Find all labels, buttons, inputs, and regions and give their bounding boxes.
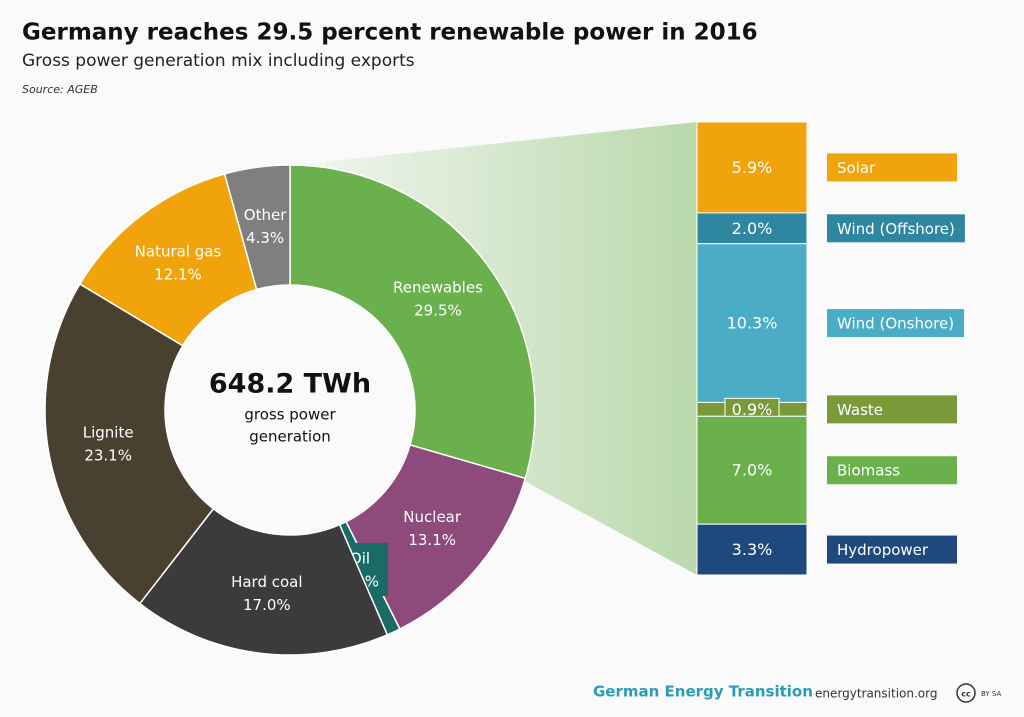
footer-brand: German Energy Transition — [593, 683, 813, 701]
slice-value-label: 17.0% — [243, 596, 291, 614]
slice-label: Hard coal — [231, 573, 302, 591]
legend-swatch — [827, 535, 957, 564]
bar-segment — [696, 243, 808, 403]
segment-value-label: 10.3% — [727, 314, 778, 333]
legend-label: Hydropower — [837, 541, 929, 559]
segment-value-label: 5.9% — [732, 158, 773, 177]
chart-title: Germany reaches 29.5 percent renewable p… — [22, 20, 758, 46]
bar-segment — [696, 523, 808, 576]
legend-swatch — [827, 456, 957, 485]
stacked-bar: 5.9% Solar 2.0% Wind (Offshore) 10.3% Wind (O… — [696, 121, 965, 576]
cc-icon-text: cc — [961, 690, 971, 699]
legend-swatch — [827, 309, 965, 338]
slice-label: Nuclear — [403, 508, 462, 526]
cc-icon — [956, 683, 976, 703]
donut-slice — [138, 507, 389, 656]
center-total: 648.2 TWh — [209, 369, 371, 400]
segment-value-label: 7.0% — [732, 461, 773, 480]
slice-value-label: 23.1% — [84, 447, 132, 465]
slice-value-label: 4.3% — [246, 229, 284, 247]
slice-label: Other — [244, 206, 287, 224]
legend-label: Waste — [837, 401, 883, 419]
slice-value-label: 29.5% — [414, 301, 462, 319]
legend-swatch — [827, 395, 957, 424]
slice-label: Natural gas — [135, 242, 222, 260]
legend-swatch — [827, 153, 957, 182]
chart-subtitle: Gross power generation mix including exp… — [22, 51, 415, 71]
donut-slice — [223, 164, 291, 291]
footer-url: energytransition.org — [815, 687, 937, 701]
license: BY SA — [981, 690, 1001, 698]
center-label: generation — [249, 428, 331, 446]
bar-segment — [696, 212, 808, 245]
donut-slice — [289, 164, 536, 480]
slice-value-label: 13.1% — [408, 531, 456, 549]
legend-label: Biomass — [837, 462, 900, 480]
bar-segment — [696, 415, 808, 525]
bar-segment — [696, 121, 808, 214]
slice-label: Lignite — [83, 424, 134, 442]
slice-label: Renewables — [393, 278, 483, 296]
slice-value-label: 12.1% — [154, 265, 202, 283]
source: Source: AGEB — [22, 83, 98, 96]
legend-label: Wind (Onshore) — [837, 315, 954, 333]
legend-label: Solar — [837, 159, 876, 177]
legend-label: Wind (Offshore) — [837, 220, 955, 238]
segment-value-label: 3.3% — [732, 540, 773, 559]
segment-value-label: 0.9% — [732, 400, 773, 419]
legend-swatch — [827, 214, 965, 243]
center-label: gross power — [244, 406, 336, 424]
segment-value-label: 2.0% — [732, 219, 773, 238]
donut-slice — [44, 282, 215, 605]
